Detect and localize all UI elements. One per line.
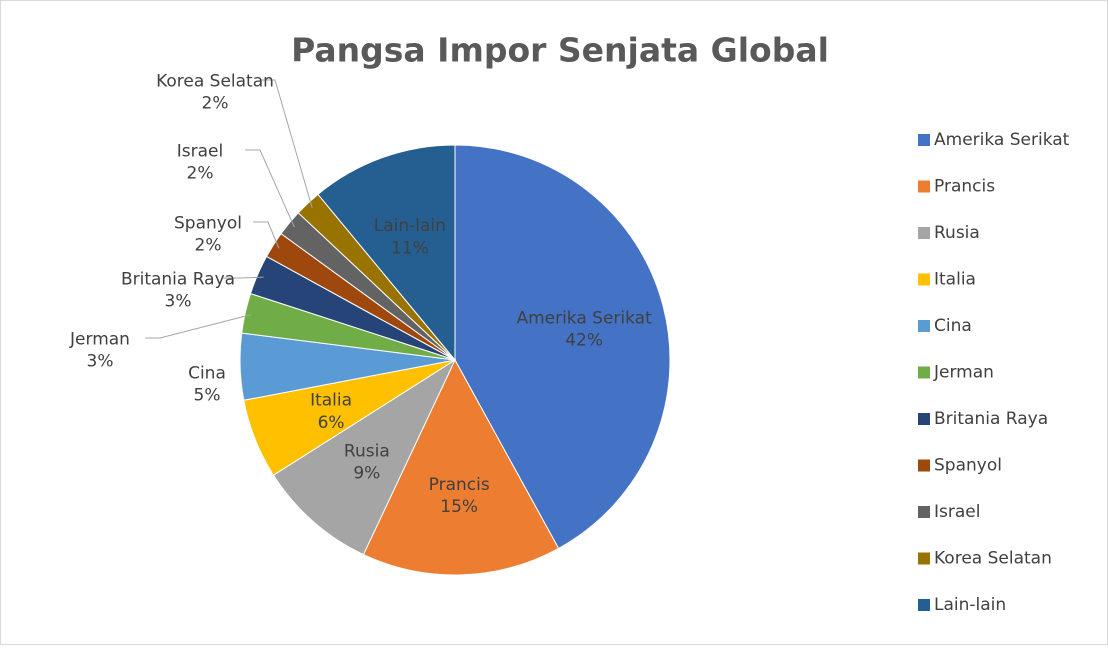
data-label: Lain-lain 11% xyxy=(374,216,446,258)
label-value: 9% xyxy=(353,464,380,484)
label-value: 15% xyxy=(440,497,478,517)
label-value: 2% xyxy=(202,94,229,114)
pie-slice xyxy=(317,144,456,362)
data-label: Jerman 3% xyxy=(69,330,130,372)
label-value: 11% xyxy=(391,238,429,258)
data-label: Spanyol 2% xyxy=(174,214,242,256)
data-label: Britania Raya 3% xyxy=(121,270,235,312)
leader-line xyxy=(260,79,313,209)
legend-swatch xyxy=(918,273,930,286)
label-value: 2% xyxy=(195,236,222,256)
legend-label: Prancis xyxy=(934,177,995,197)
label-value: 3% xyxy=(87,352,114,372)
legend-label: Amerika Serikat xyxy=(934,130,1070,150)
label-name: Israel xyxy=(177,142,223,162)
legend-label: Cina xyxy=(934,316,972,336)
legend-label: Israel xyxy=(934,502,980,522)
legend-label: Britania Raya xyxy=(934,409,1048,429)
label-name: Korea Selatan xyxy=(156,72,274,92)
data-label: Rusia 9% xyxy=(344,442,390,484)
legend-label: Spanyol xyxy=(934,456,1002,476)
pie-slice xyxy=(362,358,560,576)
leader-line xyxy=(253,221,280,249)
data-label: Prancis 15% xyxy=(429,475,490,517)
data-label: Israel 2% xyxy=(177,142,223,184)
legend-swatch xyxy=(918,227,930,239)
label-value: 3% xyxy=(165,292,192,312)
leader-line xyxy=(223,276,264,279)
label-value: 42% xyxy=(565,331,603,351)
label-value: 5% xyxy=(194,386,221,406)
label-name: Prancis xyxy=(429,475,490,495)
label-name: Rusia xyxy=(344,442,390,462)
data-label: Cina 5% xyxy=(188,364,226,406)
legend-swatch xyxy=(918,180,930,193)
label-name: Britania Raya xyxy=(121,270,235,290)
legend-label: Korea Selatan xyxy=(934,549,1052,569)
data-label: Korea Selatan 2% xyxy=(156,72,274,114)
leader-line xyxy=(145,314,252,339)
label-name: Jerman xyxy=(69,330,130,350)
legend-swatch xyxy=(918,413,930,425)
label-name: Amerika Serikat xyxy=(516,308,652,328)
legend-swatch xyxy=(918,366,930,379)
legend-swatch xyxy=(918,506,930,518)
legend-label: Rusia xyxy=(934,223,980,243)
label-value: 2% xyxy=(187,164,214,184)
label-name: Lain-lain xyxy=(374,216,446,236)
label-name: Italia xyxy=(310,391,352,411)
label-name: Spanyol xyxy=(174,214,242,234)
data-label: Amerika Serikat 42% xyxy=(516,308,652,350)
legend-swatch xyxy=(918,552,930,565)
data-label: Italia 6% xyxy=(310,391,352,433)
legend-swatch xyxy=(918,134,930,146)
pie-slice xyxy=(454,144,671,550)
legend-label: Italia xyxy=(934,270,976,290)
legend-swatch xyxy=(918,599,930,611)
legend-swatch xyxy=(918,320,930,332)
legend-label: Lain-lain xyxy=(934,595,1006,615)
chart-title: Pangsa Impor Senjata Global xyxy=(291,31,829,70)
legend-swatch xyxy=(918,459,930,472)
label-value: 6% xyxy=(318,413,345,433)
pie-slice xyxy=(272,358,457,556)
leader-line xyxy=(245,149,295,228)
legend-label: Jerman xyxy=(933,363,994,383)
label-name: Cina xyxy=(188,364,226,384)
